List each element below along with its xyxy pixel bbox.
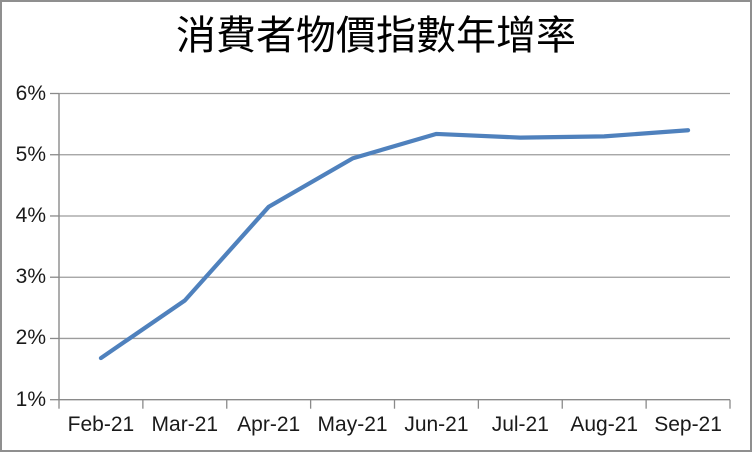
y-axis-tick-label: 3% bbox=[15, 265, 46, 289]
series-line bbox=[98, 128, 691, 361]
x-axis-tick-label: Jun-21 bbox=[404, 413, 469, 436]
x-axis-tick-label: May-21 bbox=[317, 413, 388, 436]
y-axis-tick-label: 6% bbox=[15, 81, 46, 105]
chart-title: 消費者物價指數年增率 bbox=[176, 13, 576, 59]
x-axis-tick-label: Feb-21 bbox=[67, 413, 135, 436]
y-axis-tick-label: 2% bbox=[15, 326, 46, 350]
x-axis-tick-label: Sep-21 bbox=[654, 413, 722, 436]
x-axis-tick-label: Jul-21 bbox=[491, 413, 549, 436]
y-axis-tick-label: 4% bbox=[15, 203, 46, 227]
y-axis-tick-label: 5% bbox=[15, 142, 46, 166]
x-axis-tick-label: Apr-21 bbox=[237, 413, 301, 436]
y-axis-tick-label: 1% bbox=[15, 387, 46, 411]
x-axis-tick-label: Aug-21 bbox=[570, 413, 639, 436]
x-axis-tick-label: Mar-21 bbox=[151, 413, 219, 436]
